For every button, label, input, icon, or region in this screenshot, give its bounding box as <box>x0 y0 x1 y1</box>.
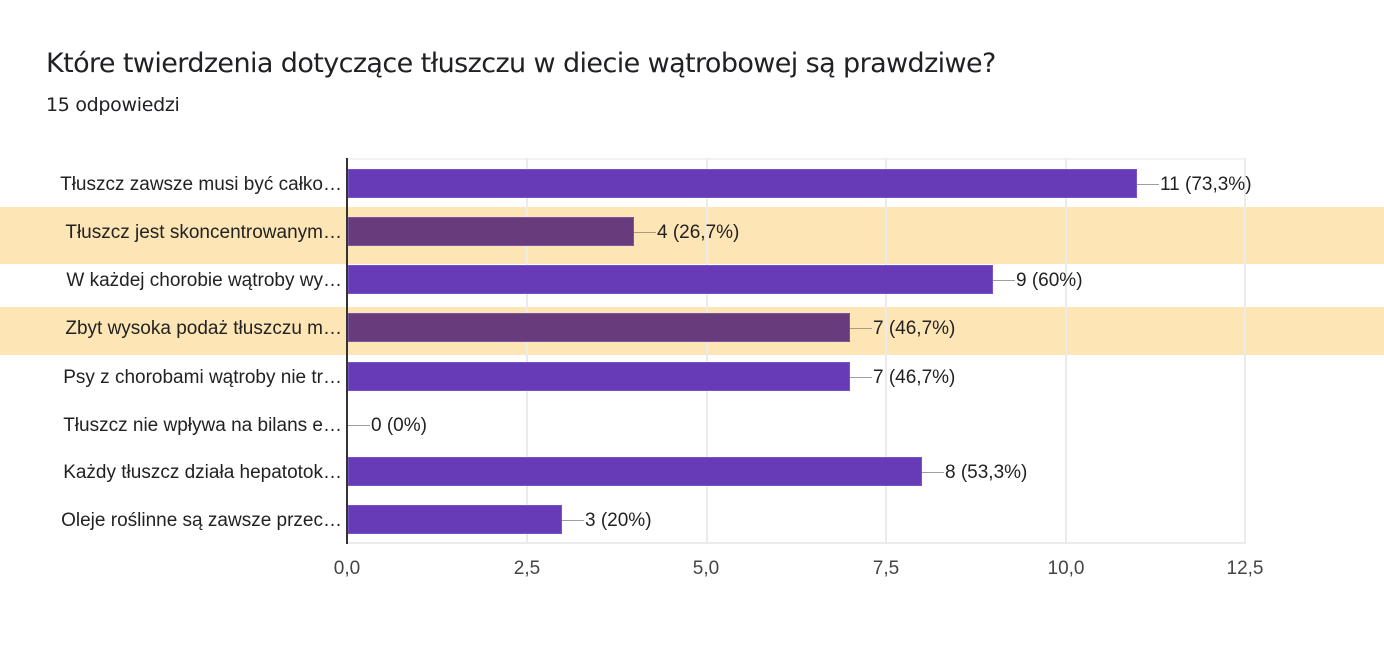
bar-row-1[interactable] <box>348 169 1137 198</box>
category-label: Psy z chorobami wątroby nie tr… <box>63 367 342 388</box>
x-axis-baseline <box>347 542 1246 544</box>
bar-row-5[interactable] <box>348 362 850 391</box>
category-label: Każdy tłuszcz działa hepatotok… <box>63 462 342 483</box>
category-label: W każdej chorobie wątroby wy… <box>66 270 342 291</box>
value-label: 8 (53,3%) <box>945 462 1028 483</box>
bar-row-8[interactable] <box>348 505 562 534</box>
y-axis-line <box>346 158 348 544</box>
highlight-band-row-2 <box>0 207 1384 264</box>
leader-line <box>1137 184 1159 185</box>
x-tick-label: 0,0 <box>333 558 361 579</box>
bar-row-7[interactable] <box>348 457 922 486</box>
leader-line <box>348 425 370 426</box>
x-tick-label: 5,0 <box>692 558 720 579</box>
x-tick-label: 12,5 <box>1226 558 1264 579</box>
response-count: 15 odpowiedzi <box>46 94 180 116</box>
gridline-12-5 <box>1244 158 1246 543</box>
gridline-10-0 <box>1065 158 1067 543</box>
chart-title: Które twierdzenia dotyczące tłuszczu w d… <box>46 48 996 79</box>
gridline-5-0 <box>706 158 708 543</box>
plot-top-border <box>347 158 1246 160</box>
leader-line <box>634 232 656 233</box>
value-label: 7 (46,7%) <box>873 367 956 388</box>
category-label: Tłuszcz nie wpływa na bilans e… <box>63 415 342 436</box>
gridline-7-5 <box>885 158 887 543</box>
category-label: Zbyt wysoka podaż tłuszczu m… <box>65 318 342 339</box>
x-tick-label: 7,5 <box>872 558 900 579</box>
category-label: Tłuszcz jest skoncentrowanym… <box>65 222 342 243</box>
leader-line <box>850 377 872 378</box>
x-tick-label: 2,5 <box>513 558 541 579</box>
value-label: 0 (0%) <box>371 415 427 436</box>
gridline-2-5 <box>526 158 528 543</box>
category-label: Tłuszcz zawsze musi być całko… <box>60 174 342 195</box>
category-label: Oleje roślinne są zawsze przec… <box>61 510 342 531</box>
value-label: 7 (46,7%) <box>873 318 956 339</box>
bar-row-2[interactable] <box>348 217 634 246</box>
value-label: 3 (20%) <box>585 510 652 531</box>
value-label: 4 (26,7%) <box>657 222 740 243</box>
x-tick-label: 10,0 <box>1047 558 1085 579</box>
leader-line <box>922 472 944 473</box>
bar-row-4[interactable] <box>348 313 850 342</box>
leader-line <box>993 280 1015 281</box>
bar-row-3[interactable] <box>348 265 993 294</box>
leader-line <box>562 520 584 521</box>
leader-line <box>850 328 872 329</box>
value-label: 11 (73,3%) <box>1160 174 1252 195</box>
value-label: 9 (60%) <box>1016 270 1083 291</box>
